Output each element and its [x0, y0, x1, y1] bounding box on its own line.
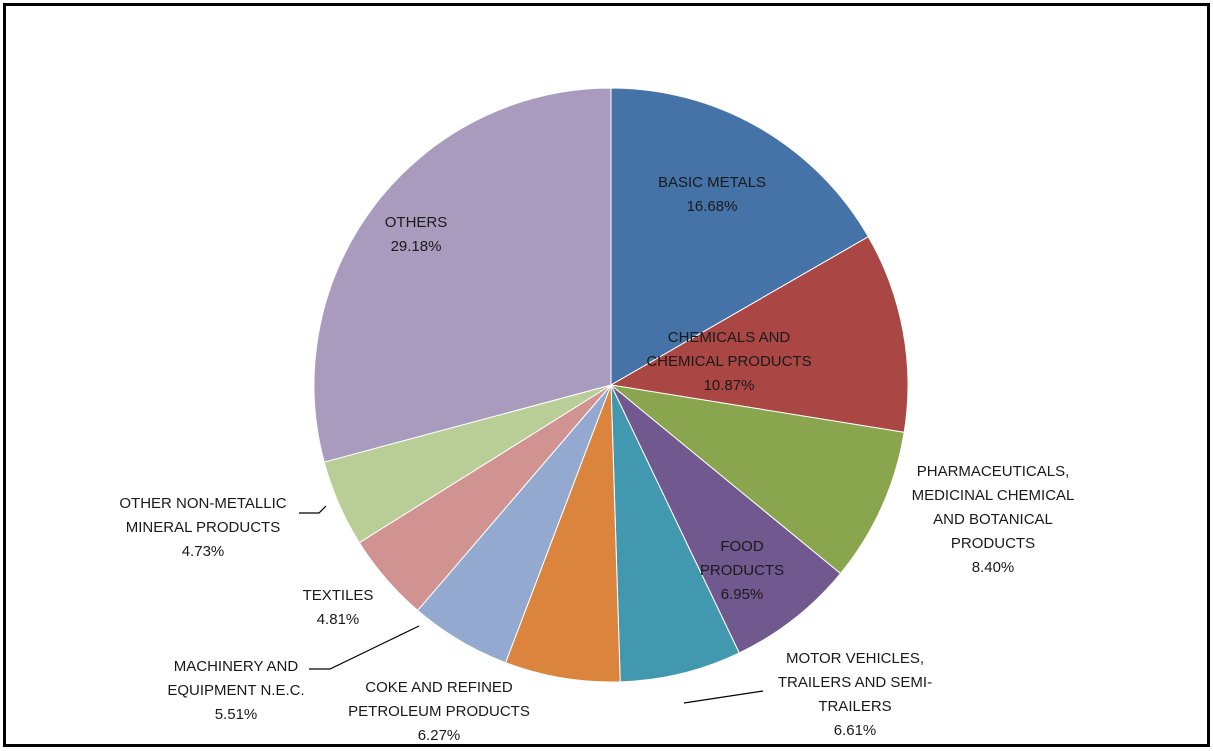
slice-name: CHEMICAL PRODUCTS [646, 353, 811, 370]
slice-name: MEDICINAL CHEMICAL [912, 487, 1075, 504]
slice-percent: 5.51% [215, 706, 258, 723]
slice-name: FOOD [720, 538, 763, 555]
slice-percent: 6.95% [721, 586, 764, 603]
leader-lines [299, 505, 764, 704]
slice-percent: 4.81% [317, 611, 360, 628]
slice-name: COKE AND REFINED [365, 679, 513, 696]
data-label: TEXTILES 4.81% [303, 587, 374, 628]
slice-name: PETROLEUM PRODUCTS [348, 703, 530, 720]
slice-name: MINERAL PRODUCTS [126, 519, 280, 536]
slice-percent: 4.73% [182, 543, 225, 560]
pie-slice-motor-vehicles-trailers-and-semi-trailers [610, 384, 740, 683]
data-label: CHEMICALS AND CHEMICAL PRODUCTS 10.87% [646, 329, 811, 394]
slice-name: BASIC METALS [658, 174, 766, 191]
slice-name: TRAILERS AND SEMI- [778, 674, 932, 691]
slice-name: TEXTILES [303, 587, 374, 604]
pie-slice-others [313, 87, 612, 463]
slice-percent: 10.87% [704, 377, 755, 394]
pie-slice-pharmaceuticals-medicinal-chemical-and-botanical-products [609, 384, 905, 575]
slice-percent: 6.61% [834, 722, 877, 739]
data-label: COKE AND REFINED PETROLEUM PRODUCTS 6.27% [348, 679, 530, 744]
slice-name: MOTOR VEHICLES, [786, 650, 924, 667]
leader-line [683, 690, 764, 704]
slice-name: PRODUCTS [951, 535, 1035, 552]
slice-name: EQUIPMENT N.E.C. [167, 682, 304, 699]
pie-slice-coke-and-refined-petroleum-products [504, 384, 621, 683]
pie-slice-chemicals-and-chemical-products [609, 236, 909, 433]
chart-frame: BASIC METALS 16.68% CHEMICALS AND CHEMICAL … [3, 3, 1210, 747]
pie-slices [313, 87, 909, 683]
data-label: FOOD PRODUCTS 6.95% [700, 538, 784, 603]
data-label: MOTOR VEHICLES, TRAILERS AND SEMI- TRAILER… [778, 650, 932, 739]
slice-percent: 6.27% [418, 727, 461, 744]
slice-name: CHEMICALS AND [668, 329, 791, 346]
pie-slice-food-products [610, 384, 842, 654]
data-label: PHARMACEUTICALS, MEDICINAL CHEMICAL AND BO… [912, 463, 1075, 576]
data-label: OTHER NON-METALLIC MINERAL PRODUCTS 4.73% [119, 495, 286, 560]
slice-name: MACHINERY AND [174, 658, 299, 675]
leader-line [309, 625, 420, 670]
data-label: OTHERS 29.18% [385, 214, 448, 255]
data-label: BASIC METALS 16.68% [658, 174, 766, 215]
slice-name: OTHER NON-METALLIC [119, 495, 286, 512]
slice-name: PHARMACEUTICALS, [917, 463, 1070, 480]
leader-line [299, 505, 327, 514]
slice-name: PRODUCTS [700, 562, 784, 579]
slice-name: OTHERS [385, 214, 448, 231]
pie-chart: BASIC METALS 16.68% CHEMICALS AND CHEMICAL … [119, 87, 1074, 744]
slice-labels: BASIC METALS 16.68% CHEMICALS AND CHEMICAL … [119, 174, 1074, 744]
slice-name: TRAILERS [818, 698, 891, 715]
pie-slice-basic-metals [610, 87, 870, 386]
slice-percent: 8.40% [972, 559, 1015, 576]
slice-percent: 16.68% [687, 198, 738, 215]
slice-name: AND BOTANICAL [933, 511, 1053, 528]
data-label: MACHINERY AND EQUIPMENT N.E.C. 5.51% [167, 658, 304, 723]
slice-percent: 29.18% [391, 238, 442, 255]
